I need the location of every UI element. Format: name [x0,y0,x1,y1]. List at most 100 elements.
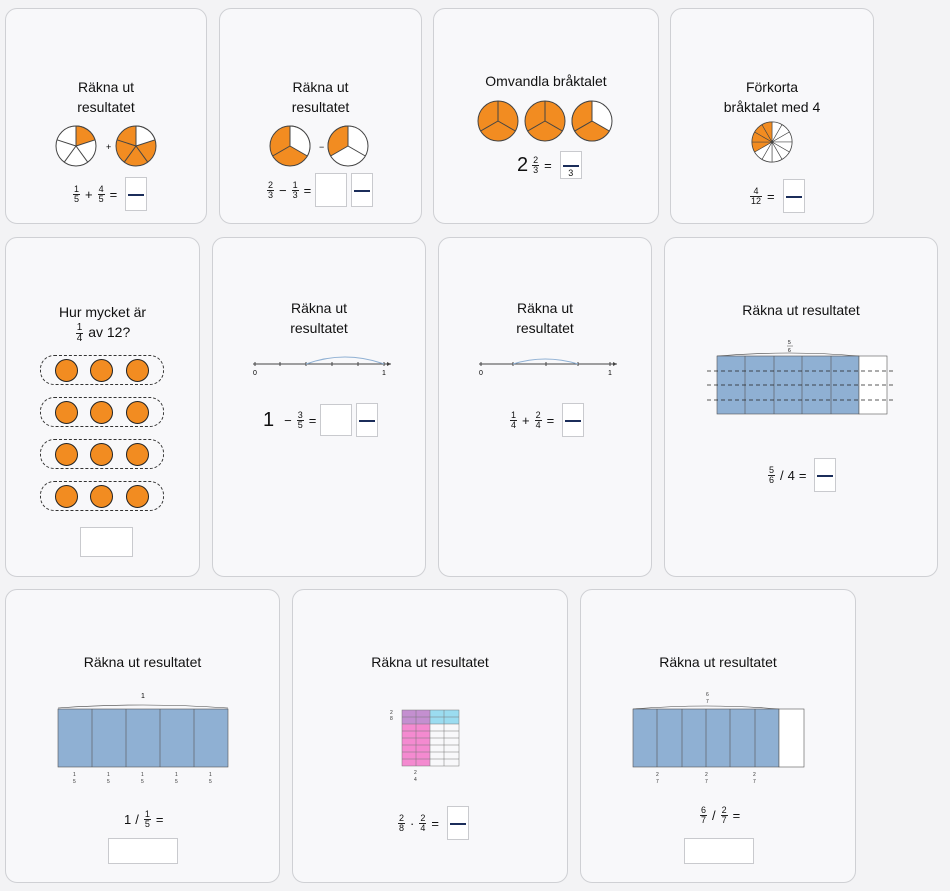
pie-illustration: − [269,125,369,167]
answer-input[interactable] [684,838,754,864]
card-title: Räkna ut resultatet [742,302,860,318]
pie-operator: − [319,142,324,152]
svg-text:1: 1 [107,772,110,778]
dot [55,484,79,508]
dot-group [40,355,164,385]
dot [125,400,149,424]
svg-text:5: 5 [73,779,76,785]
answer-fraction-input[interactable] [351,173,374,207]
dot [55,442,79,466]
svg-text:7: 7 [705,779,708,785]
svg-text:7: 7 [706,699,709,705]
svg-text:2: 2 [390,710,393,716]
number-line-end: 1 [382,370,386,377]
dot-group [40,481,164,511]
pie-illustration: + [55,125,157,167]
answer-input[interactable] [108,838,178,864]
answer-fraction-input[interactable] [125,177,148,211]
pie-illustration [751,121,793,163]
bar-model: 67 27 27 27 [632,692,805,785]
dot [125,358,149,382]
dot [125,442,149,466]
dot [125,484,149,508]
bar-model: 1 15 15 15 15 15 [57,693,229,785]
svg-text:5: 5 [175,779,178,785]
number-line-end: 1 [608,370,612,377]
svg-text:6: 6 [706,692,709,698]
dot [90,400,114,424]
svg-text:8: 8 [390,716,393,722]
dot [90,442,114,466]
answer-fraction-input[interactable]: 3 [559,151,582,179]
dot-group [40,439,164,469]
number-line-start: 0 [479,370,483,377]
answer-fraction-input[interactable] [814,458,837,492]
answer-fraction-input[interactable] [562,403,585,437]
card-title: Räkna ut resultatet [77,79,135,115]
svg-text:2: 2 [656,772,659,778]
svg-text:7: 7 [656,779,659,785]
pie-illustration [477,100,613,142]
card-title: Räkna ut resultatet [291,79,350,115]
card-title: Räkna ut resultatet [659,654,777,670]
svg-text:2: 2 [414,770,417,776]
svg-text:7: 7 [753,779,756,785]
answer-fraction-input[interactable] [446,806,469,840]
dot [55,400,79,424]
answer-whole-input[interactable] [320,404,353,436]
bar-label-numerator: 5 [788,340,791,346]
pie-slice-filled [75,125,96,147]
answer-whole-input[interactable] [315,173,348,207]
card-title: Förkorta bråktalet med 4 [723,79,821,115]
card-title: Räkna ut resultatet [83,654,202,670]
area-model: 28 24 [390,709,460,783]
svg-text:5: 5 [141,779,144,785]
svg-text:2: 2 [705,772,708,778]
dot [90,358,114,382]
svg-text:4: 4 [414,777,417,783]
card-title: Räkna ut resultatet [290,300,348,336]
dot [90,484,114,508]
exercise-card-4[interactable]: Förkorta bråktalet med 4 4 12 = [670,8,874,224]
dot-group [40,397,164,427]
answer-fraction-input[interactable] [782,179,805,213]
answer-input[interactable] [80,527,133,557]
bar-model: 5 6 [707,340,895,415]
svg-text:1: 1 [209,772,212,778]
dot [55,358,79,382]
svg-text:2: 2 [753,772,756,778]
number-line: 0 1 [479,358,617,377]
svg-text:5: 5 [209,779,212,785]
number-line: 0 1 [253,356,391,377]
card-title: Räkna ut resultatet [371,654,489,670]
answer-fraction-input[interactable] [356,403,379,437]
svg-text:1: 1 [175,772,178,778]
svg-text:5: 5 [107,779,110,785]
card-title: Omvandla bråktalet [485,73,607,89]
bar-label-denominator: 6 [788,348,791,354]
pie-slice [761,121,773,144]
number-line-start: 0 [253,370,257,377]
equation: 4 12 = [749,179,805,213]
bar-top-label: 1 [141,693,145,700]
